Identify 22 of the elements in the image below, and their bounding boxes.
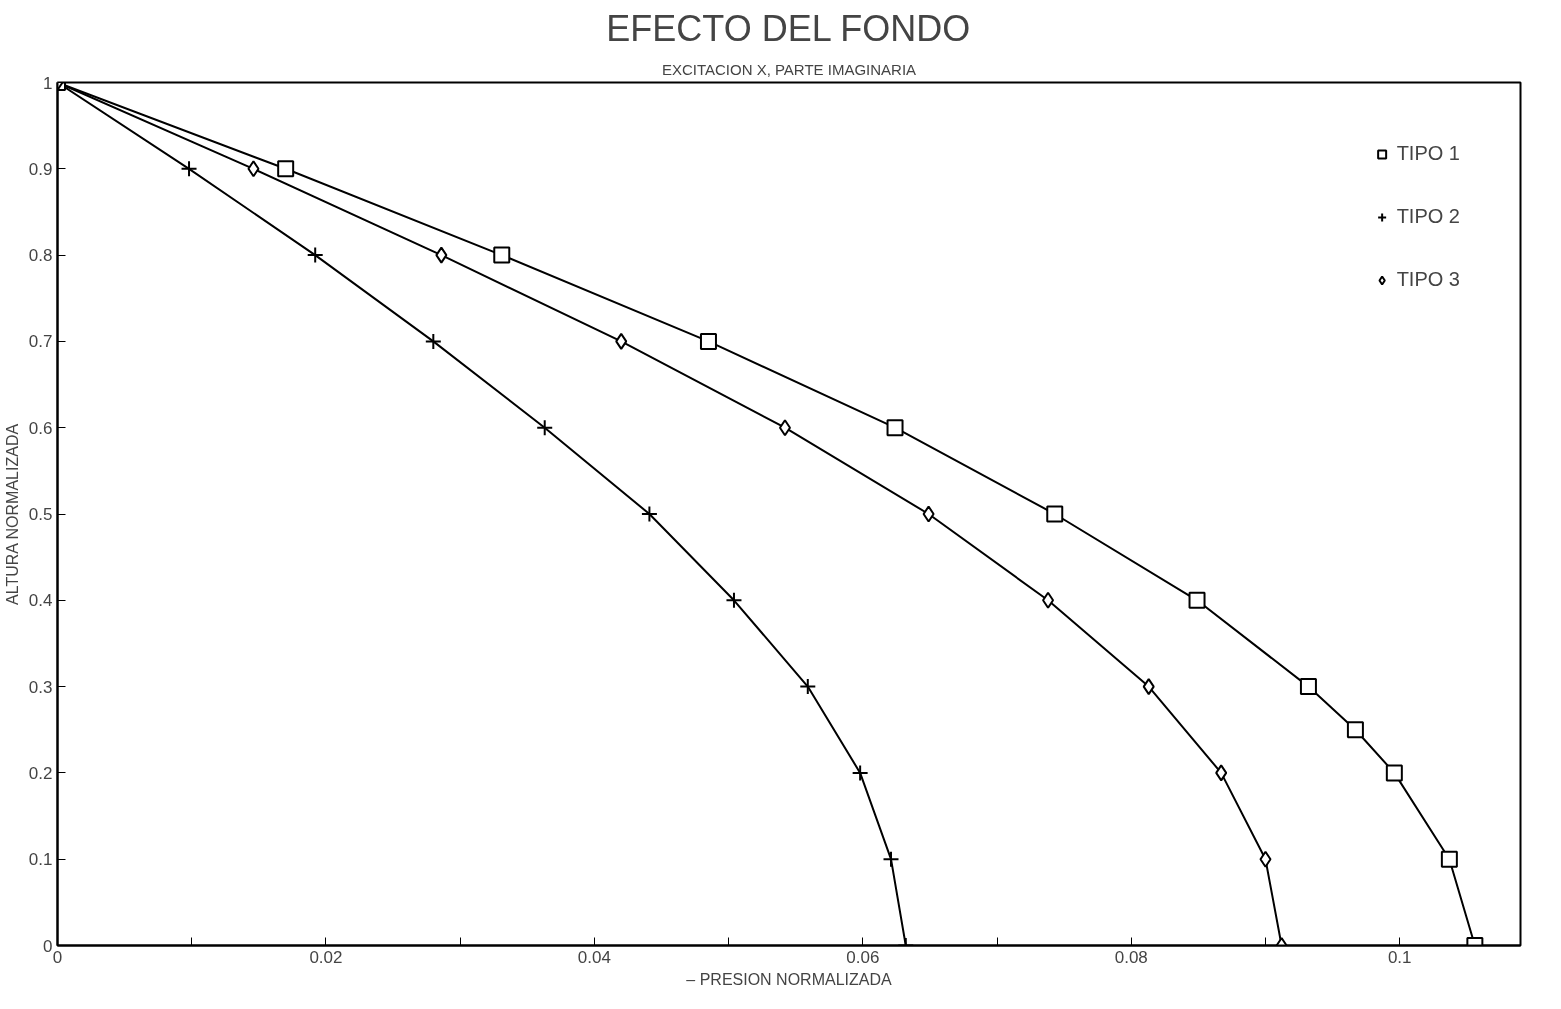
y-tick-label: 0.9 xyxy=(28,159,53,179)
legend-label: TIPO 1 xyxy=(1396,142,1460,165)
legend-label: TIPO 3 xyxy=(1396,268,1460,291)
chart-title: EFECTO DEL FONDO xyxy=(606,7,971,49)
y-tick-label: 0.3 xyxy=(28,677,53,697)
x-tick-label: 0.1 xyxy=(1387,947,1412,967)
y-tick-label: 0.2 xyxy=(28,763,53,783)
y-tick-label: 0.5 xyxy=(28,505,53,524)
x-tick-label: 0.06 xyxy=(846,947,880,967)
y-axis-title: ALTURA NORMALIZADA xyxy=(3,423,21,605)
x-tick-label: 0.08 xyxy=(1114,947,1148,967)
x-axis-title: – PRESION NORMALIZADA xyxy=(686,970,893,988)
y-tick-label: 0.8 xyxy=(28,246,53,266)
x-tick-label: 0.02 xyxy=(309,947,343,967)
legend-label: TIPO 2 xyxy=(1396,205,1460,228)
y-tick-label: 0.7 xyxy=(28,332,53,352)
y-tick-label: 0.6 xyxy=(28,418,53,438)
chart-subtitle: EXCITACION X, PARTE IMAGINARIA xyxy=(661,60,917,78)
y-tick-label: 1 xyxy=(43,73,53,93)
y-tick-label: 0.1 xyxy=(28,850,53,870)
y-tick-label: 0.4 xyxy=(28,591,53,611)
x-tick-label: 0.04 xyxy=(577,947,611,967)
